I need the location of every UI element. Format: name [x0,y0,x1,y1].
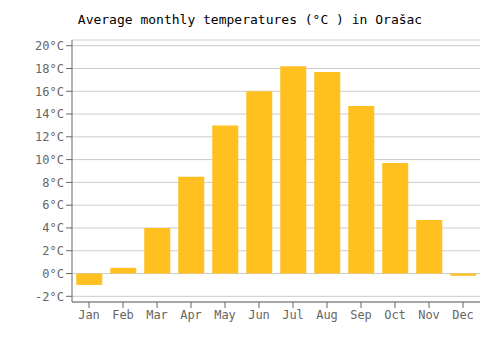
svg-text:12°C: 12°C [35,130,64,144]
svg-text:Mar: Mar [146,308,168,322]
svg-text:Jan: Jan [78,308,100,322]
svg-text:Jun: Jun [248,308,270,322]
svg-text:2°C: 2°C [42,244,64,258]
svg-text:Aug: Aug [316,308,338,322]
svg-text:0°C: 0°C [42,267,64,281]
svg-text:Feb: Feb [112,308,134,322]
svg-text:8°C: 8°C [42,176,64,190]
svg-text:Apr: Apr [180,308,202,322]
html-text:Average monthly temperatures (: Average monthly temperatures (°C ) in Or… [77,12,423,27]
svg-text:Sep: Sep [350,308,372,322]
svg-text:May: May [214,308,236,322]
svg-text:Oct: Oct [384,308,406,322]
svg-text:6°C: 6°C [42,198,64,212]
svg-text:4°C: 4°C [42,221,64,235]
svg-text:Jul: Jul [282,308,304,322]
svg-text:18°C: 18°C [35,62,64,76]
svg-text:16°C: 16°C [35,85,64,99]
svg-text:Nov: Nov [418,308,440,322]
svg-text:14°C: 14°C [35,107,64,121]
svg-text:20°C: 20°C [35,39,64,53]
svg-text:10°C: 10°C [35,153,64,167]
svg-text:-2°C: -2°C [35,290,64,304]
svg-text:Dec: Dec [452,308,474,322]
